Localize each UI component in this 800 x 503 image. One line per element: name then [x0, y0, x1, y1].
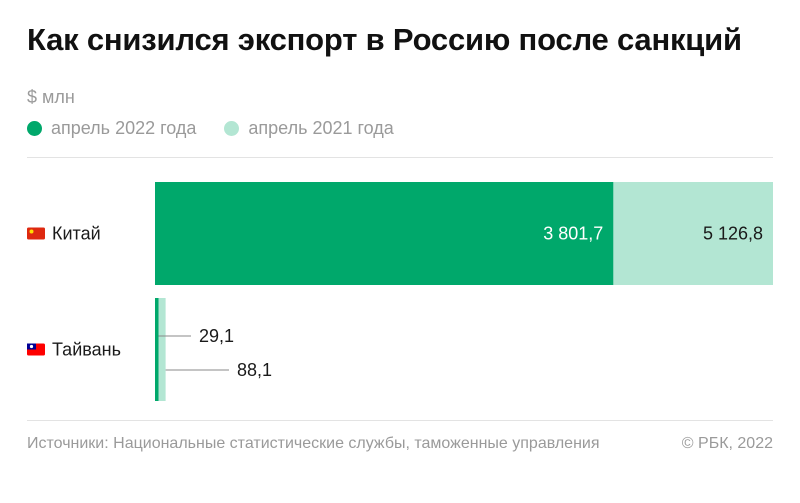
bar-2022-china — [155, 182, 614, 285]
legend-swatch-2022 — [27, 121, 42, 136]
value-label-2021-taiwan: 88,1 — [237, 360, 272, 380]
bar-chart: Китай 3 801,7 5 126,8 Тайвань 29,188,1 — [27, 182, 773, 401]
chart-title: Как снизился экспорт в Россию после санк… — [27, 22, 742, 57]
legend-item-2021: апрель 2021 года — [224, 118, 394, 139]
legend-item-2022: апрель 2022 года — [27, 118, 196, 139]
bottom-divider — [27, 420, 773, 421]
legend-swatch-2021 — [224, 121, 240, 136]
bar-2022-taiwan — [155, 298, 159, 401]
legend-label-2022: апрель 2022 года — [51, 118, 197, 138]
value-label-2021-china: 5 126,8 — [703, 224, 763, 244]
taiwan-flag-sun — [29, 344, 34, 349]
legend-label-2021: апрель 2021 года — [248, 118, 394, 138]
china-flag-star — [29, 229, 34, 234]
category-label-china: Китай — [52, 224, 101, 244]
china-flag-icon — [27, 227, 45, 240]
unit-label: $ млн — [27, 87, 75, 107]
value-label-2022-taiwan: 29,1 — [199, 326, 234, 346]
copyright: © РБК, 2022 — [681, 435, 773, 452]
legend: апрель 2022 года апрель 2021 года — [27, 118, 422, 139]
bar-2021-taiwan — [155, 298, 166, 401]
top-divider — [27, 157, 773, 158]
category-label-taiwan: Тайвань — [52, 340, 121, 360]
value-label-2022-china: 3 801,7 — [543, 224, 603, 244]
sources-note: Источники: Национальные статистические с… — [27, 435, 600, 452]
